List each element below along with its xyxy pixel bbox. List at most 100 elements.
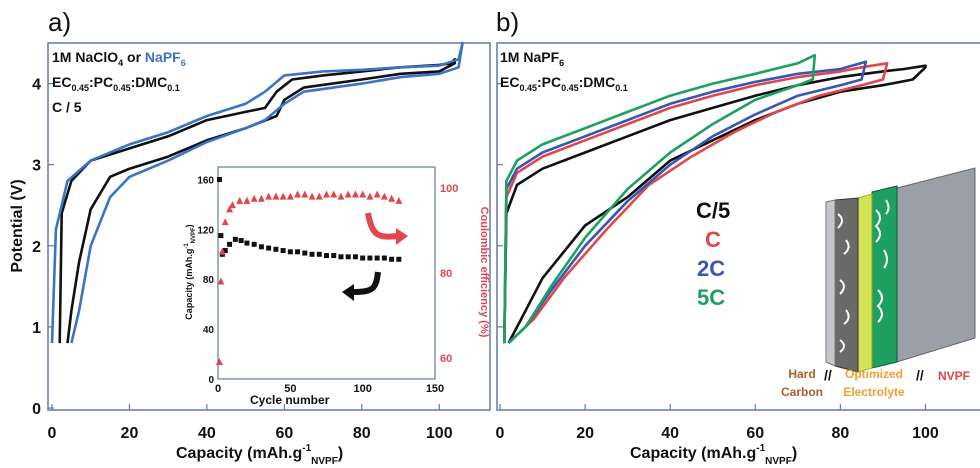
inset-capacity-point — [316, 251, 322, 257]
inset-efficiency-point — [221, 218, 229, 226]
plot-b-x-tick: 80 — [831, 425, 849, 442]
hard-carbon-plate — [825, 199, 836, 367]
cell-separator-2: // — [916, 367, 924, 383]
plot-a-x-tick: 100 — [426, 425, 453, 442]
inset-efficiency-point — [217, 277, 225, 285]
inset-capacity-point — [251, 241, 257, 247]
panel-b-label: b) — [496, 7, 519, 37]
plot-b-x-ticks: 0 20 40 60 80 100 — [496, 82, 939, 442]
inset-y-left-label: Capacity (mAh.g-1NVPF) — [184, 224, 197, 319]
inset-capacity-point — [227, 241, 233, 247]
inset-efficiency-point — [215, 358, 223, 366]
inset-capacity-point — [374, 255, 380, 261]
inset-efficiency-point — [272, 192, 280, 200]
plot-b-x-label: Capacity (mAh.g-1NVPF) — [630, 443, 797, 467]
plot-b-x-tick: 20 — [576, 425, 594, 442]
inset-efficiency-point — [323, 190, 330, 198]
plot-b-curves — [503, 53, 927, 345]
plot-b-frame — [496, 42, 980, 411]
inset-capacity-point — [360, 255, 366, 261]
inset-efficiency-point — [351, 190, 359, 198]
inset-capacity-point — [295, 249, 301, 255]
plot-a-y-tick: 4 — [32, 77, 41, 94]
legend-2c: 2C — [697, 256, 725, 281]
plot-b-series-2C — [503, 60, 868, 345]
inset-capacity-point — [331, 253, 337, 259]
inset-y-right-tick: 60 — [440, 353, 452, 365]
plot-b-annotation-2: EC0.45:PC0.45:DMC0.1 — [500, 74, 628, 93]
plot-a-annotation-1: 1M NaClO4 or NaPF6 — [52, 49, 186, 68]
inset-y-left-tick: 160 — [197, 175, 214, 186]
inset-x-label: Cycle number — [250, 393, 330, 407]
inset-efficiency-point — [388, 194, 396, 202]
inset-efficiency-point — [366, 192, 374, 200]
plot-b-x-tick: 40 — [661, 425, 679, 442]
plot-a-y-label: Potential (V) — [9, 179, 26, 272]
inset-capacity-point — [389, 256, 395, 262]
nvpf-layer — [871, 185, 898, 369]
plot-a-x-tick: 0 — [48, 425, 57, 442]
inset-y-right-tick: 100 — [440, 183, 458, 195]
inset-efficiency-point — [279, 192, 287, 200]
panel-a-label: a) — [48, 7, 71, 37]
inset-x-tick: 100 — [353, 383, 371, 395]
inset-capacity-point — [266, 245, 272, 251]
plot-a-y-ticks: 0 1 2 3 4 — [32, 77, 54, 418]
inset-efficiency-point — [294, 190, 302, 198]
inset-efficiency-point — [395, 196, 403, 204]
inset-y-left-tick: 120 — [197, 225, 214, 236]
cell-label-optimized: Optimized — [845, 367, 903, 381]
inset-efficiency-point — [243, 196, 251, 204]
inset-efficiency-point — [344, 190, 352, 198]
inset-efficiency-point — [359, 190, 367, 198]
inset-capacity-point — [381, 255, 387, 261]
hard-carbon-texture — [837, 213, 850, 353]
plot-a-frame — [47, 42, 491, 411]
inset-ticks: 0 50 100 150 0 40 80 120 160 60 80 100 — [197, 175, 458, 395]
inset-efficiency-point — [308, 192, 316, 200]
inset-capacity-point — [396, 256, 402, 262]
plot-b-annotation-1: 1M NaPF6 — [500, 49, 564, 68]
inset-capacity-point — [280, 248, 286, 254]
plot-a-x-label: Capacity (mAh.g-1NVPF) — [176, 443, 343, 467]
hard-carbon-layer — [834, 197, 859, 373]
plot-a-y-tick: 1 — [32, 320, 41, 337]
inset-capacity-point — [216, 176, 222, 182]
inset-capacity-point — [287, 249, 293, 255]
red-arrow-icon — [365, 212, 399, 240]
inset-capacity-point — [218, 233, 224, 239]
inset-y-left-tick: 0 — [208, 375, 214, 386]
cell-label-nvpf: NVPF — [938, 369, 970, 383]
inset-capacity-point — [367, 255, 373, 261]
plot-a-series-blue — [50, 41, 464, 344]
red-arrow-head-icon — [396, 228, 408, 245]
inset-efficiency-point — [236, 196, 244, 204]
inset-x-tick: 50 — [284, 383, 296, 395]
inset-capacity-point — [309, 251, 315, 257]
cell-separator-1: // — [824, 367, 832, 383]
cell-label-hard: Hard — [788, 367, 815, 381]
inset-efficiency-point — [250, 194, 258, 202]
cell-schematic-icon — [825, 167, 976, 373]
separator-layer — [857, 193, 873, 373]
panel-b: b) 0 20 40 60 80 100 Capacity (mAh.g-1NVPF) 1… — [496, 7, 980, 467]
inset-efficiency-point — [265, 192, 273, 200]
nvpf-texture — [874, 199, 890, 323]
inset-efficiency-point — [286, 192, 294, 200]
inset-chart: 0 50 100 150 0 40 80 120 160 60 80 100 Cycle number… — [184, 162, 490, 407]
legend-5c: 5C — [697, 285, 725, 310]
black-arrow-icon — [351, 271, 381, 295]
inset-points — [215, 176, 403, 366]
inset-efficiency-point — [373, 190, 381, 198]
panel-a: a) 0 1 2 3 4 0 20 40 60 80 100 Potential (V) Capa… — [9, 7, 491, 467]
plot-a-x-tick: 60 — [275, 425, 293, 442]
plot-a-x-tick: 80 — [353, 425, 371, 442]
plot-b-x-tick: 60 — [746, 425, 764, 442]
inset-efficiency-point — [380, 192, 388, 200]
inset-y-right-tick: 80 — [440, 268, 452, 280]
inset-frame — [217, 166, 436, 380]
plot-a-x-ticks: 0 20 40 60 80 100 — [48, 404, 453, 442]
inset-efficiency-point — [257, 194, 265, 202]
plot-a-y-tick: 0 — [32, 401, 41, 418]
